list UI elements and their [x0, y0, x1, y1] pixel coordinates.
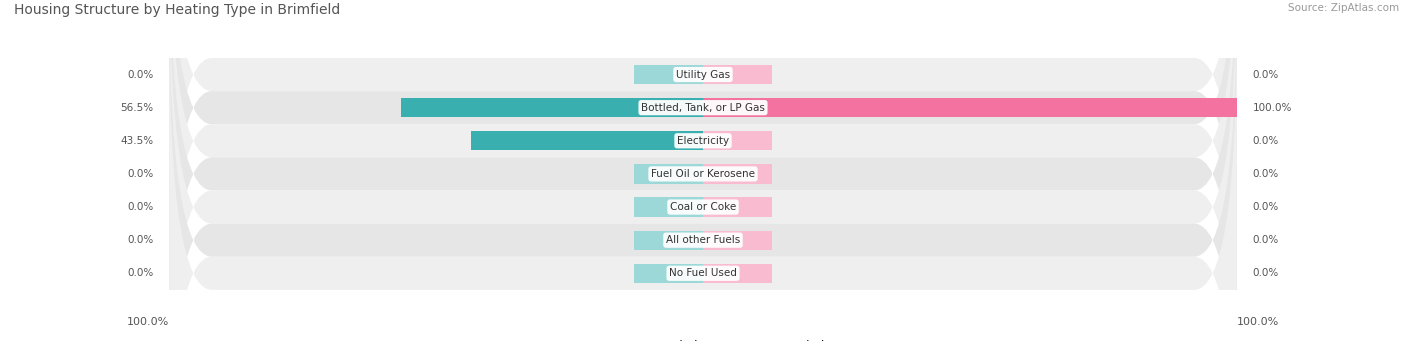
FancyBboxPatch shape [169, 0, 1237, 341]
Text: Housing Structure by Heating Type in Brimfield: Housing Structure by Heating Type in Bri… [14, 3, 340, 17]
Bar [634, 65, 703, 84]
Text: 0.0%: 0.0% [1253, 169, 1279, 179]
Bar [634, 264, 703, 283]
Text: 43.5%: 43.5% [120, 136, 153, 146]
FancyBboxPatch shape [169, 0, 1237, 341]
Text: 0.0%: 0.0% [1253, 268, 1279, 278]
Bar [703, 197, 772, 217]
Text: No Fuel Used: No Fuel Used [669, 268, 737, 278]
Bar [703, 65, 772, 84]
Text: Bottled, Tank, or LP Gas: Bottled, Tank, or LP Gas [641, 103, 765, 113]
FancyBboxPatch shape [169, 0, 1237, 341]
Text: 100.0%: 100.0% [127, 317, 169, 327]
FancyBboxPatch shape [169, 25, 1237, 341]
Text: All other Fuels: All other Fuels [666, 235, 740, 245]
Text: Coal or Coke: Coal or Coke [669, 202, 737, 212]
Bar [634, 164, 703, 183]
Text: Fuel Oil or Kerosene: Fuel Oil or Kerosene [651, 169, 755, 179]
FancyBboxPatch shape [169, 0, 1237, 341]
FancyBboxPatch shape [169, 0, 1237, 323]
Bar [703, 164, 772, 183]
Bar [703, 131, 772, 150]
FancyBboxPatch shape [169, 0, 1237, 341]
Text: 0.0%: 0.0% [127, 70, 153, 79]
Text: 0.0%: 0.0% [127, 235, 153, 245]
Bar [402, 98, 703, 117]
Text: 0.0%: 0.0% [127, 202, 153, 212]
Text: 100.0%: 100.0% [1237, 317, 1279, 327]
Text: 0.0%: 0.0% [1253, 70, 1279, 79]
Bar [703, 264, 772, 283]
Text: Utility Gas: Utility Gas [676, 70, 730, 79]
Text: Electricity: Electricity [676, 136, 730, 146]
Bar [703, 231, 772, 250]
Bar [703, 98, 1237, 117]
Bar [634, 231, 703, 250]
Text: 0.0%: 0.0% [1253, 202, 1279, 212]
Legend: Owner-occupied, Renter-occupied: Owner-occupied, Renter-occupied [576, 336, 830, 341]
Bar [471, 131, 703, 150]
Text: 0.0%: 0.0% [127, 169, 153, 179]
Text: 100.0%: 100.0% [1253, 103, 1292, 113]
Text: 56.5%: 56.5% [120, 103, 153, 113]
Text: 0.0%: 0.0% [1253, 235, 1279, 245]
Text: 0.0%: 0.0% [1253, 136, 1279, 146]
Text: Source: ZipAtlas.com: Source: ZipAtlas.com [1288, 3, 1399, 13]
Bar [634, 197, 703, 217]
Text: 0.0%: 0.0% [127, 268, 153, 278]
